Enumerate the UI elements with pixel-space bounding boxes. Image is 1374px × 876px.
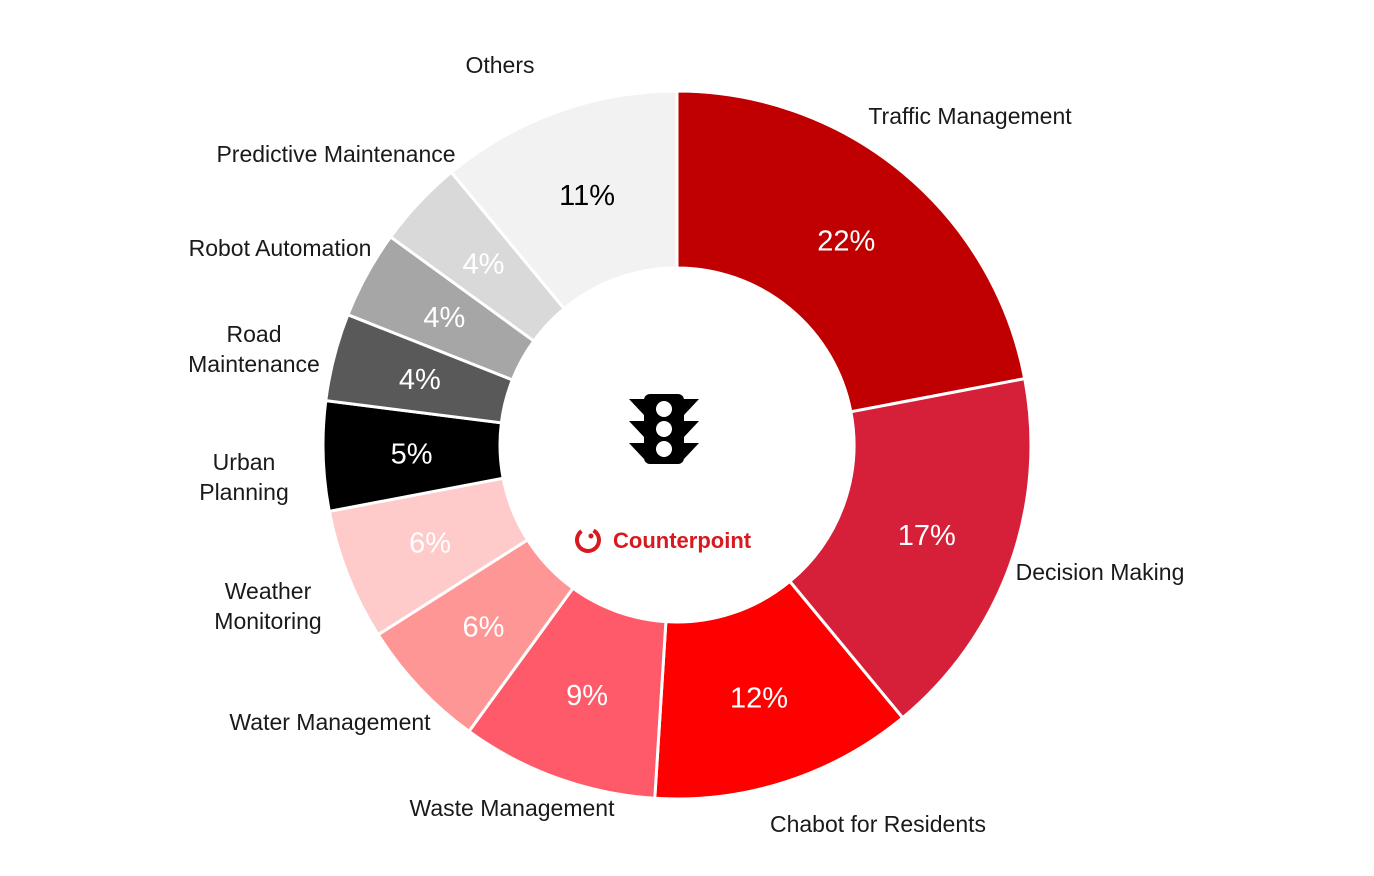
counterpoint-logo-text: Counterpoint	[613, 528, 752, 553]
slice-value-label: 4%	[423, 302, 465, 334]
slice-value-label: 9%	[566, 680, 608, 712]
pie-slice-decision-making	[787, 376, 1033, 720]
counterpoint-logo: Counterpoint	[575, 527, 752, 553]
chart-value-labels: 22% 17% 12% 9% 6% 6% 5% 4% 4% 4% 11%	[391, 180, 956, 714]
slice-value-label: 5%	[391, 438, 433, 470]
category-label: Weather	[225, 578, 312, 604]
category-label: Maintenance	[188, 351, 320, 377]
pie-slice-chabot-for-residents	[653, 579, 905, 801]
slice-value-label: 4%	[399, 364, 441, 396]
slice-value-label: 6%	[409, 528, 451, 560]
category-label: Traffic Management	[868, 103, 1072, 129]
pie-slice-others	[449, 89, 679, 311]
slice-value-label: 12%	[730, 683, 788, 715]
category-label: Monitoring	[214, 608, 321, 634]
category-label: Road	[227, 321, 282, 347]
counterpoint-logo-mark	[575, 527, 601, 553]
slice-value-label: 11%	[559, 180, 615, 212]
slice-value-label: 17%	[898, 520, 956, 552]
category-label: Water Management	[229, 709, 431, 735]
pie-slice-traffic-management	[675, 89, 1027, 414]
category-label: Waste Management	[410, 795, 616, 821]
category-label: Robot Automation	[189, 235, 372, 261]
category-label: Chabot for Residents	[770, 811, 986, 837]
chart-category-labels: Traffic Management Decision Making Chabot …	[188, 52, 1184, 837]
category-label: Decision Making	[1016, 559, 1185, 585]
traffic-light-icon	[629, 394, 699, 464]
slice-value-label: 6%	[462, 612, 504, 644]
category-label: Predictive Maintenance	[216, 141, 455, 167]
slice-value-label: 4%	[462, 248, 504, 280]
center-emblem: Counterpoint	[575, 394, 752, 553]
slice-value-label: 22%	[817, 225, 875, 257]
category-label: Urban	[213, 449, 276, 475]
category-label: Planning	[199, 479, 289, 505]
chart-slices	[321, 89, 1033, 801]
category-label: Others	[465, 52, 534, 78]
